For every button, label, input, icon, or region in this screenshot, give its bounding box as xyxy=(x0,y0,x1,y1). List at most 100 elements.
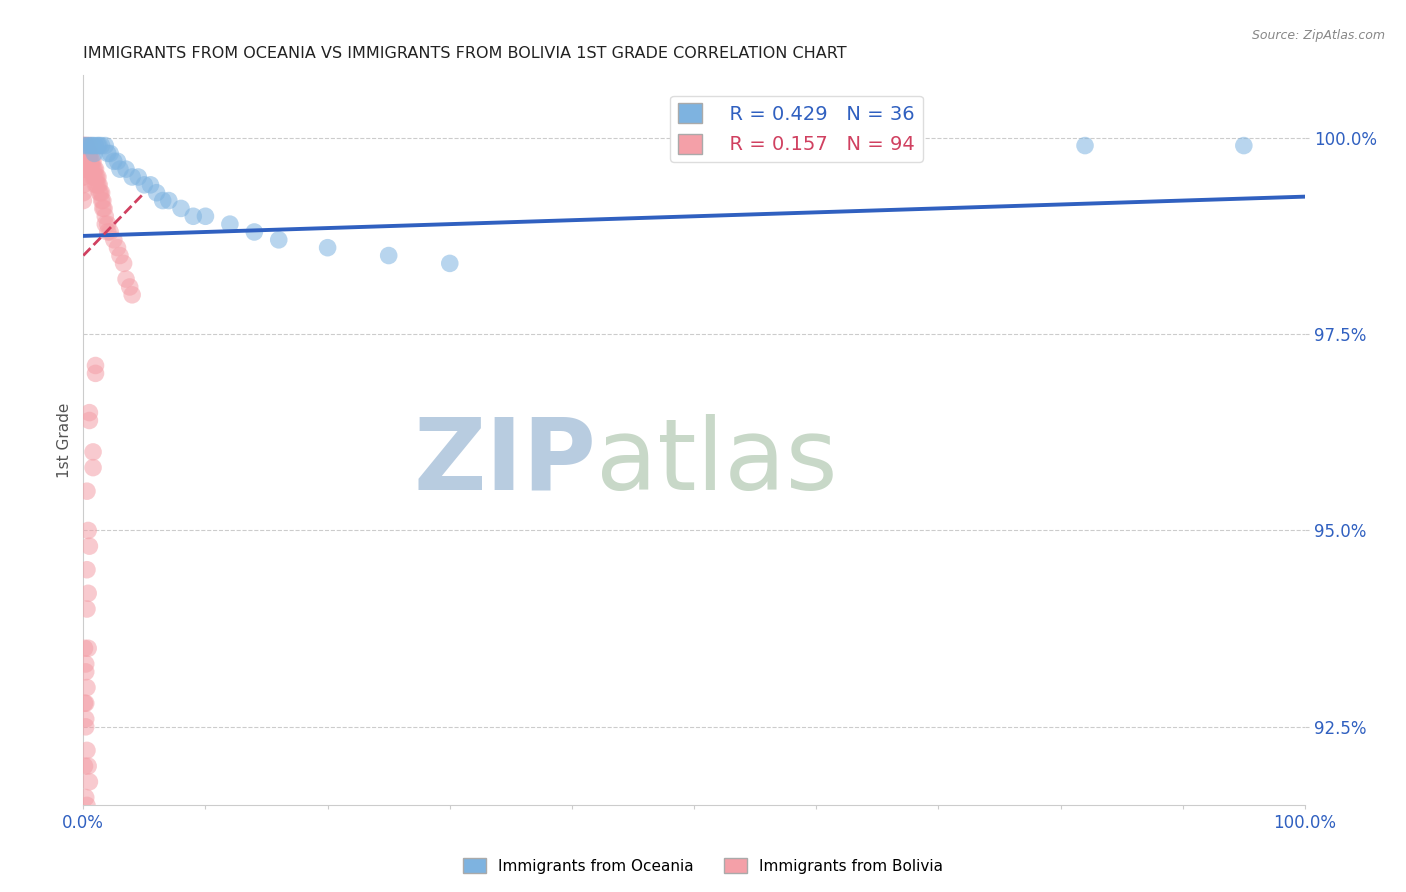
Point xyxy=(97,146,120,161)
Point xyxy=(76,162,98,177)
Point xyxy=(1233,138,1256,153)
Point xyxy=(75,146,97,161)
Text: IMMIGRANTS FROM OCEANIA VS IMMIGRANTS FROM BOLIVIA 1ST GRADE CORRELATION CHART: IMMIGRANTS FROM OCEANIA VS IMMIGRANTS FR… xyxy=(83,46,846,62)
Point xyxy=(107,154,129,169)
Point xyxy=(316,241,339,255)
Point xyxy=(82,138,104,153)
Point xyxy=(87,178,110,192)
Text: atlas: atlas xyxy=(596,414,838,510)
Legend:   R = 0.429   N = 36,   R = 0.157   N = 94: R = 0.429 N = 36, R = 0.157 N = 94 xyxy=(671,95,922,162)
Point xyxy=(82,154,104,169)
Point xyxy=(72,154,94,169)
Point xyxy=(82,169,104,184)
Point xyxy=(90,194,112,208)
Point xyxy=(103,154,125,169)
Point xyxy=(87,138,110,153)
Point xyxy=(76,798,98,813)
Point xyxy=(75,665,97,679)
Point xyxy=(90,186,112,200)
Point xyxy=(94,209,117,223)
Point xyxy=(98,146,121,161)
Point xyxy=(76,743,98,757)
Point xyxy=(76,681,98,695)
Point xyxy=(87,169,110,184)
Point xyxy=(93,202,115,216)
Point xyxy=(79,539,101,553)
Point xyxy=(77,759,100,773)
Point xyxy=(75,720,97,734)
Point xyxy=(75,657,97,671)
Point xyxy=(73,154,96,169)
Point xyxy=(72,178,94,192)
Point xyxy=(82,445,104,459)
Point xyxy=(170,202,193,216)
Point xyxy=(72,169,94,184)
Point xyxy=(84,138,107,153)
Point xyxy=(73,641,96,656)
Point xyxy=(73,146,96,161)
Point xyxy=(866,138,889,153)
Point xyxy=(73,138,96,153)
Point xyxy=(127,169,149,184)
Point xyxy=(97,217,120,231)
Point xyxy=(84,367,107,381)
Point xyxy=(86,178,108,192)
Point xyxy=(86,169,108,184)
Point xyxy=(79,154,101,169)
Point xyxy=(72,186,94,200)
Point xyxy=(115,162,138,177)
Point xyxy=(157,194,180,208)
Y-axis label: 1st Grade: 1st Grade xyxy=(58,402,72,478)
Point xyxy=(121,288,143,302)
Point xyxy=(79,146,101,161)
Point xyxy=(89,138,111,153)
Point xyxy=(76,154,98,169)
Point xyxy=(121,169,143,184)
Point xyxy=(108,248,131,262)
Point xyxy=(145,186,167,200)
Point xyxy=(115,272,138,286)
Point xyxy=(82,162,104,177)
Point xyxy=(181,209,204,223)
Point xyxy=(77,162,100,177)
Point xyxy=(76,138,98,153)
Text: ZIP: ZIP xyxy=(413,414,596,510)
Point xyxy=(75,696,97,710)
Point xyxy=(134,178,156,192)
Point xyxy=(89,186,111,200)
Point xyxy=(72,138,94,153)
Point xyxy=(108,162,131,177)
Point xyxy=(84,359,107,373)
Point xyxy=(267,233,290,247)
Point xyxy=(83,169,105,184)
Point xyxy=(82,460,104,475)
Point xyxy=(439,256,461,270)
Point xyxy=(75,138,97,153)
Point xyxy=(72,138,94,153)
Point xyxy=(91,194,114,208)
Point xyxy=(94,138,117,153)
Point xyxy=(75,154,97,169)
Point xyxy=(83,162,105,177)
Point xyxy=(84,178,107,192)
Point xyxy=(89,186,111,200)
Point xyxy=(98,225,121,239)
Point xyxy=(84,162,107,177)
Point xyxy=(72,146,94,161)
Point xyxy=(72,154,94,169)
Point xyxy=(72,162,94,177)
Point xyxy=(90,138,112,153)
Point xyxy=(72,194,94,208)
Point xyxy=(80,154,103,169)
Point xyxy=(377,248,399,262)
Point xyxy=(73,696,96,710)
Point xyxy=(77,586,100,600)
Point xyxy=(152,194,174,208)
Point xyxy=(79,162,101,177)
Point xyxy=(76,138,98,153)
Point xyxy=(76,146,98,161)
Point xyxy=(84,169,107,184)
Point xyxy=(72,146,94,161)
Point xyxy=(76,602,98,616)
Point xyxy=(72,138,94,153)
